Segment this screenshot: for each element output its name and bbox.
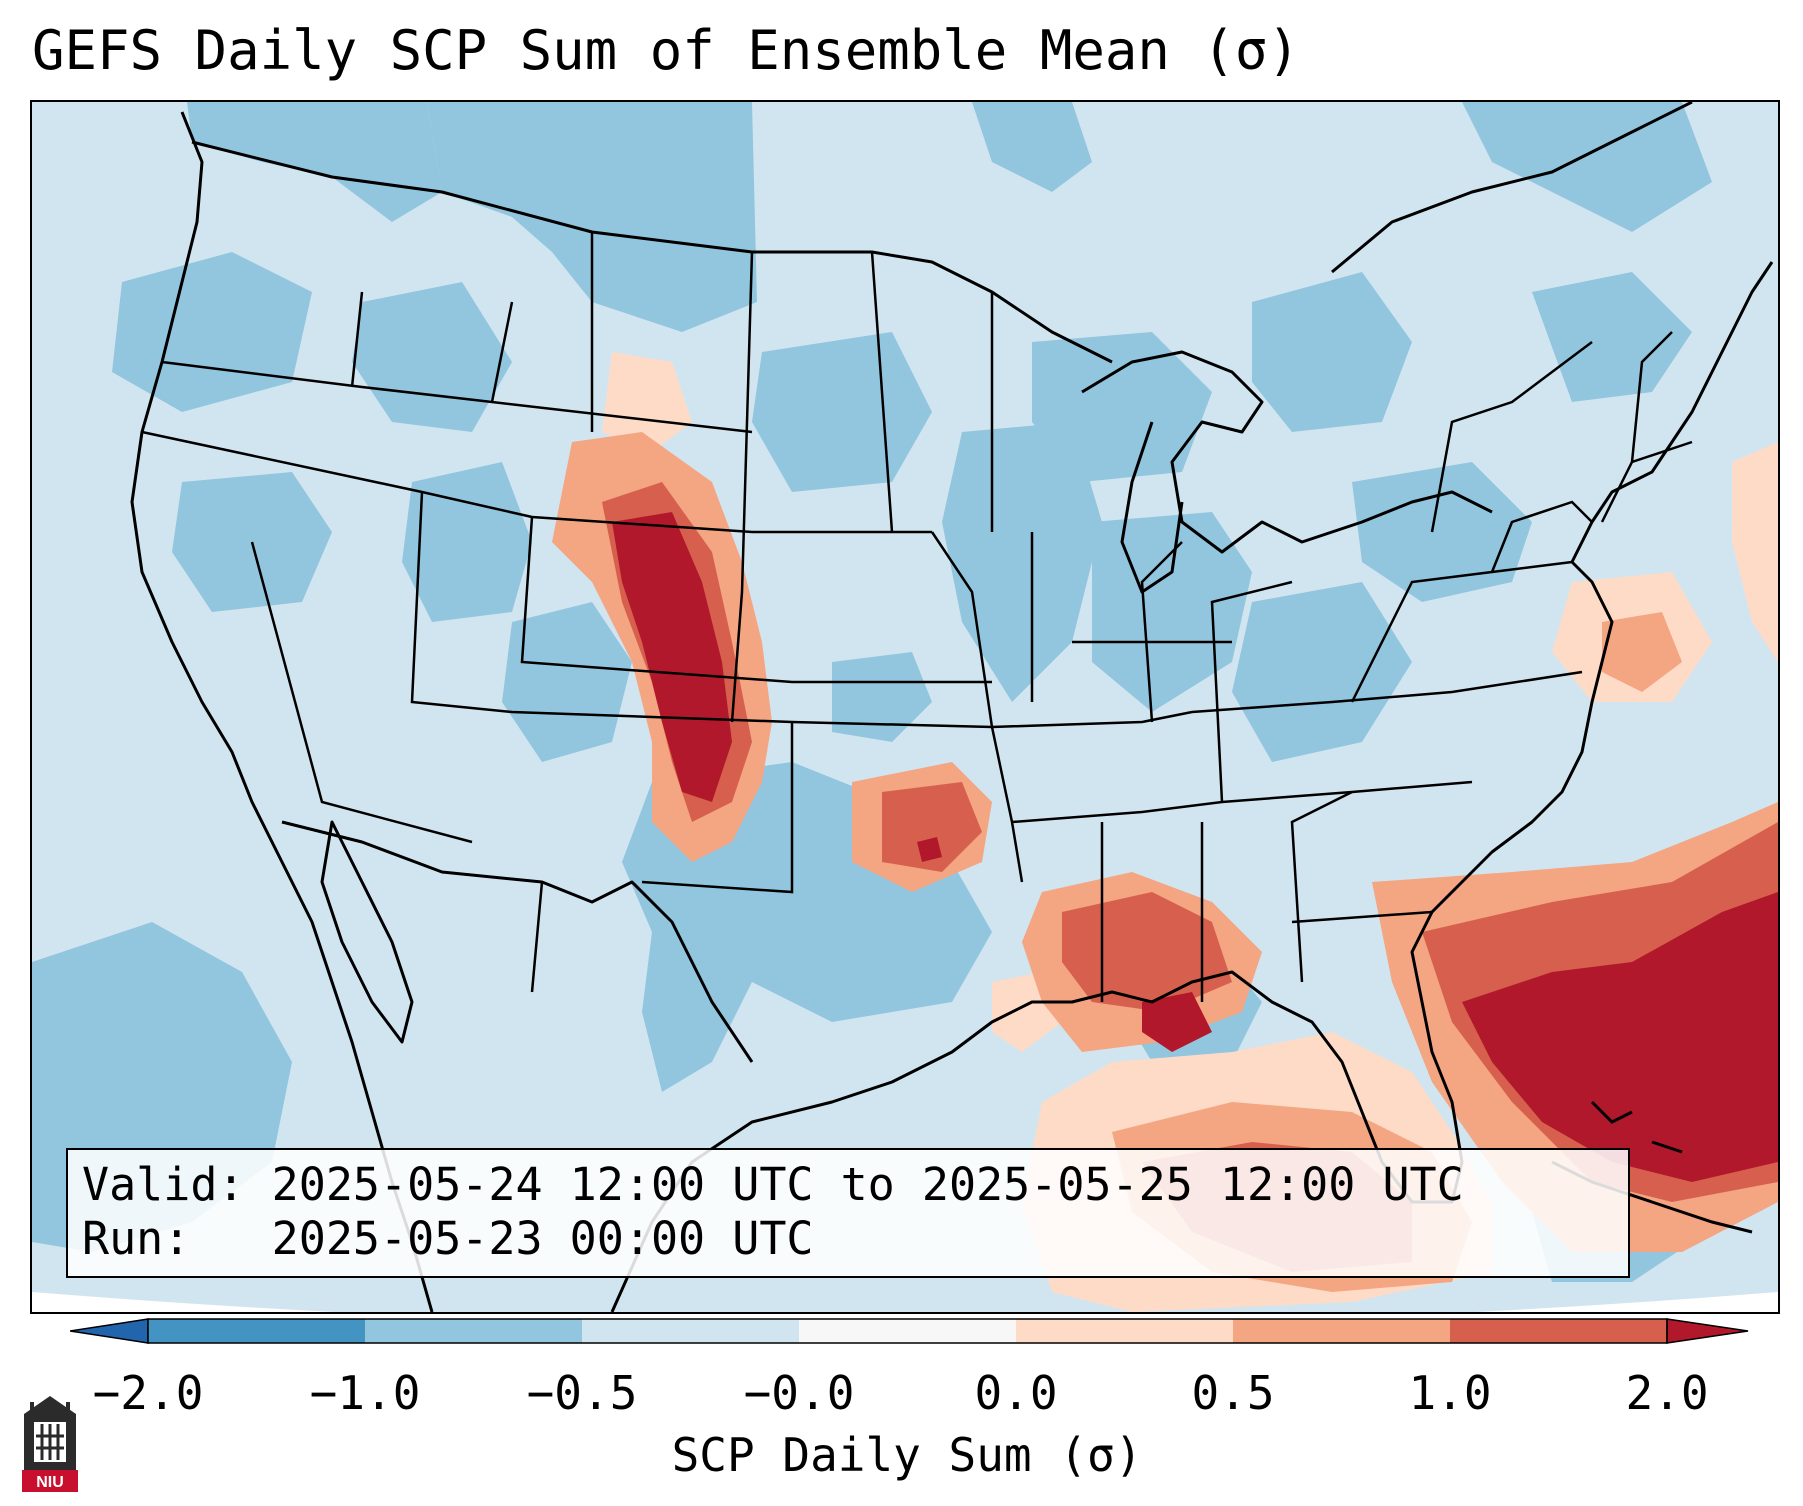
valid-time-info-box: Valid: 2025-05-24 12:00 UTC to 2025-05-2… — [66, 1148, 1630, 1278]
canada-border — [191, 140, 1113, 364]
run-time: 2025-05-23 00:00 UTC — [271, 1212, 814, 1265]
map-panel[interactable] — [30, 100, 1780, 1314]
field-gt-2 — [612, 512, 1778, 1182]
baja-peninsula — [320, 820, 414, 1044]
colorbar-tick: −2.0 — [92, 1366, 204, 1420]
colorbar — [70, 1318, 1749, 1344]
colorbar-outline — [147, 1318, 1668, 1344]
colorbar-bin-2 — [365, 1319, 582, 1343]
field-lt-neg1 — [32, 102, 1712, 1282]
colorbar-over-arrow — [1666, 1318, 1749, 1344]
university-logo-icon: NIU — [22, 1396, 78, 1492]
state-boundaries — [141, 232, 1693, 1002]
colorbar-tick: 1.0 — [1408, 1366, 1492, 1420]
colorbar-bin-6 — [1233, 1319, 1450, 1343]
atlantic-coastline — [1430, 261, 1774, 914]
valid-label: Valid: — [82, 1158, 245, 1211]
colorbar-tick: −0.0 — [743, 1366, 855, 1420]
colorbar-bin-4 — [799, 1319, 1016, 1343]
logo-text: NIU — [36, 1474, 64, 1491]
colorbar-bin-5 — [1016, 1319, 1233, 1343]
colorbar-tick: 0.0 — [974, 1366, 1058, 1420]
map-boundaries — [130, 102, 1774, 1312]
gulf-coastline — [610, 911, 1464, 1312]
west-coastline — [130, 111, 434, 1312]
valid-time-range: 2025-05-24 12:00 UTC to 2025-05-25 12:00… — [271, 1158, 1464, 1211]
canadian-maritime-border — [1331, 102, 1693, 274]
great-lakes — [1081, 350, 1493, 554]
colorbar-tick: 2.0 — [1625, 1366, 1709, 1420]
colorbar-bin-7 — [1450, 1319, 1667, 1343]
lake-michigan — [1120, 421, 1184, 594]
colorbar-tick: −1.0 — [309, 1366, 421, 1420]
scp-field-map — [32, 102, 1778, 1312]
colorbar-tick: −0.5 — [526, 1366, 638, 1420]
colorbar-bin-1 — [148, 1319, 365, 1343]
colorbar-tick: 0.5 — [1191, 1366, 1275, 1420]
colorbar-under-arrow — [70, 1318, 149, 1344]
colorbar-label: SCP Daily Sum (σ) — [671, 1428, 1143, 1482]
run-label: Run: — [82, 1212, 191, 1265]
map-title: GEFS Daily SCP Sum of Ensemble Mean (σ) — [32, 19, 1300, 82]
colorbar-bin-3 — [582, 1319, 799, 1343]
mexico-border — [281, 820, 754, 1063]
